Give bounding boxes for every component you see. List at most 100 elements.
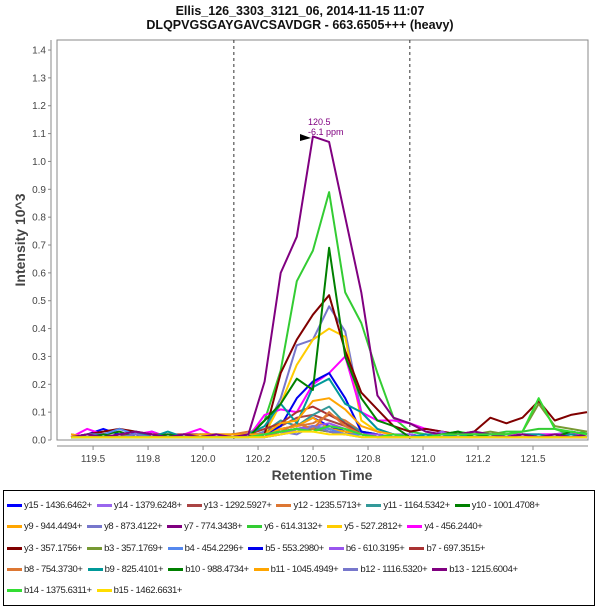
legend-item: y11 - 1164.5342+ <box>366 500 450 512</box>
legend-row: y3 - 357.1756+ b3 - 357.1769+ b4 - 454.229… <box>7 538 591 559</box>
legend-swatch-icon <box>343 568 359 572</box>
x-tick-label: 121.0 <box>411 454 436 465</box>
legend-label: b10 - 988.4734+ <box>185 564 249 576</box>
legend-label: y12 - 1235.5713+ <box>293 500 362 512</box>
legend-swatch-icon <box>7 546 22 550</box>
legend-swatch-icon <box>328 546 344 550</box>
legend-item: b6 - 610.3195+ <box>328 542 405 554</box>
legend-swatch-icon <box>327 525 343 529</box>
legend-label: y14 - 1379.6248+ <box>113 500 182 512</box>
legend-item: y8 - 873.4122+ <box>87 521 163 533</box>
y-axis-label: Intensity 10^3 <box>12 193 28 286</box>
legend-label: y6 - 614.3132+ <box>264 521 323 533</box>
annotation-rt: 120.5 <box>308 117 331 127</box>
legend-label: b6 - 610.3195+ <box>345 542 405 554</box>
y-tick-label: 0.6 <box>32 268 46 279</box>
legend-label: y11 - 1164.5342+ <box>383 500 450 512</box>
legend-item: b14 - 1375.6311+ <box>7 585 92 596</box>
x-tick-label: 120.2 <box>246 454 271 465</box>
y-tick-label: 0.4 <box>32 324 46 335</box>
y-tick-label: 0.9 <box>32 185 46 196</box>
legend-swatch-icon <box>253 568 269 572</box>
legend-label: b9 - 825.4101+ <box>104 564 164 576</box>
legend-label: b15 - 1462.6631+ <box>113 585 183 597</box>
legend-label: b14 - 1375.6311+ <box>24 585 92 597</box>
legend-swatch-icon <box>96 504 112 508</box>
legend-swatch-icon <box>7 504 22 508</box>
legend-item: y3 - 357.1756+ <box>7 543 82 554</box>
y-tick-label: 0.7 <box>32 241 46 252</box>
x-tick-label: 120.5 <box>301 454 326 465</box>
legend-item: y15 - 1436.6462+ <box>7 500 92 511</box>
plot-area <box>56 39 589 441</box>
chromatogram-chart: 0.0 0.1 0.2 0.3 0.4 0.5 0.6 0.7 0.8 0.9 1.0 1.1 1.2 1… <box>12 39 589 483</box>
legend-swatch-icon <box>186 504 202 508</box>
legend-item: y6 - 614.3132+ <box>247 521 323 533</box>
y-tick-label: 0.5 <box>32 296 46 307</box>
legend-swatch-icon <box>167 525 183 529</box>
legend-item: y10 - 1001.4708+ <box>454 500 540 512</box>
legend-swatch-icon <box>247 525 263 529</box>
x-tick-label: 120.8 <box>356 454 381 465</box>
legend-item: y9 - 944.4494+ <box>7 521 82 532</box>
legend-swatch-icon <box>409 546 425 550</box>
annotation-ppm: -6.1 ppm <box>308 127 344 137</box>
legend-swatch-icon <box>7 568 22 572</box>
x-tick-label: 121.2 <box>466 454 491 465</box>
peak-marker-icon <box>300 134 311 141</box>
legend-label: b3 - 357.1769+ <box>104 542 163 554</box>
legend-swatch-icon <box>87 568 103 572</box>
legend-label: b8 - 754.3730+ <box>24 564 83 576</box>
legend-swatch-icon <box>366 504 382 508</box>
legend-item: b8 - 754.3730+ <box>7 564 83 575</box>
y-tick-label: 1.0 <box>32 157 46 168</box>
legend-label: y15 - 1436.6462+ <box>24 500 92 512</box>
legend-item: y12 - 1235.5713+ <box>276 500 362 512</box>
chart-subtitle: DLQPVGSGAYGAVCSAVDGR - 663.6505+++ (heav… <box>146 18 454 32</box>
legend-label: b5 - 553.2980+ <box>265 542 324 554</box>
legend-label: y13 - 1292.5927+ <box>203 500 272 512</box>
y-tick-label: 0.1 <box>32 408 46 419</box>
x-axis-label: Retention Time <box>272 467 373 483</box>
legend-item: y4 - 456.2440+ <box>407 521 483 532</box>
legend-item: b3 - 357.1769+ <box>87 543 163 554</box>
legend-item: y5 - 527.2812+ <box>327 521 403 532</box>
legend-swatch-icon <box>276 504 292 508</box>
x-tick-label: 121.5 <box>520 454 545 465</box>
legend-label: y8 - 873.4122+ <box>104 521 163 533</box>
legend-swatch-icon <box>167 546 183 550</box>
legend-swatch-icon <box>87 525 103 529</box>
legend-swatch-icon <box>432 568 448 572</box>
legend-item: b7 - 697.3515+ <box>409 543 485 554</box>
legend-label: b13 - 1215.6004+ <box>449 564 518 576</box>
legend-item: b11 - 1045.4949+ <box>253 564 339 576</box>
series-line-b15 <box>71 430 587 439</box>
legend: y15 - 1436.6462+ y14 - 1379.6248+ y13 - 12… <box>3 490 595 606</box>
legend-item: b15 - 1462.6631+ <box>96 585 183 597</box>
legend-swatch-icon <box>96 589 112 593</box>
y-tick-label: 1.3 <box>32 73 46 84</box>
y-tick-label: 0.8 <box>32 213 46 224</box>
legend-item: y13 - 1292.5927+ <box>186 500 272 512</box>
legend-label: y3 - 357.1756+ <box>24 542 83 554</box>
legend-item: b4 - 454.2296+ <box>167 542 244 554</box>
legend-label: b11 - 1045.4949+ <box>270 564 339 576</box>
y-tick-label: 0.0 <box>32 436 46 447</box>
legend-swatch-icon <box>7 589 22 593</box>
x-tick-label: 119.8 <box>136 454 161 465</box>
x-tick-label: 119.5 <box>81 454 106 465</box>
legend-label: b7 - 697.3515+ <box>426 542 486 554</box>
legend-row: b8 - 754.3730+ b9 - 825.4101+ b10 - 988.47… <box>7 559 591 580</box>
legend-item: b10 - 988.4734+ <box>168 564 249 576</box>
legend-row: b14 - 1375.6311+ b15 - 1462.6631+ <box>7 580 591 601</box>
legend-item: b12 - 1116.5320+ <box>343 564 428 575</box>
legend-label: b4 - 454.2296+ <box>184 542 244 554</box>
legend-row: y9 - 944.4494+ y8 - 873.4122+ y7 - 774.343… <box>7 516 591 537</box>
legend-swatch-icon <box>454 504 470 508</box>
legend-item: b9 - 825.4101+ <box>87 564 164 576</box>
legend-swatch-icon <box>7 525 22 529</box>
legend-label: y10 - 1001.4708+ <box>471 500 540 512</box>
chart-title: Ellis_126_3303_3121_06, 2014-11-15 11:07 <box>175 4 425 18</box>
y-tick-label: 0.3 <box>32 352 46 363</box>
y-tick-label: 1.2 <box>32 101 46 112</box>
